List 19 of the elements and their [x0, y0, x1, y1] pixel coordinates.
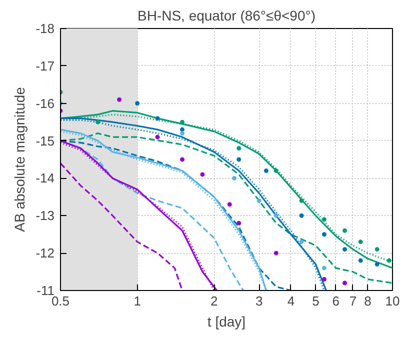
y-tick-label: -14: [36, 170, 55, 186]
x-tick-label: 5: [312, 294, 320, 308]
x-tick-label: 10: [385, 294, 400, 308]
x-tick-label: 2: [210, 294, 218, 308]
x-tick-label: 6: [332, 294, 340, 308]
y-tick-label: -15: [36, 133, 55, 148]
chart-title: BH-NS, equator (86°≤θ<90°): [137, 8, 316, 24]
y-tick-label: -13: [36, 208, 55, 224]
y-tick-label: -16: [36, 96, 55, 111]
x-tick-label: 3: [255, 294, 263, 308]
x-tick-label: 1: [134, 294, 141, 308]
x-tick-label: 8: [364, 294, 372, 308]
x-axis-title: t [day]: [207, 314, 246, 330]
y-tick-label: -17: [36, 58, 55, 74]
x-tick-label: 4: [287, 294, 295, 308]
y-axis-title: AB absolute magnitude: [12, 86, 28, 232]
y-tick-label: -18: [36, 21, 55, 36]
x-tick-label: 7: [349, 294, 357, 308]
y-tick-label: -12: [36, 246, 55, 261]
